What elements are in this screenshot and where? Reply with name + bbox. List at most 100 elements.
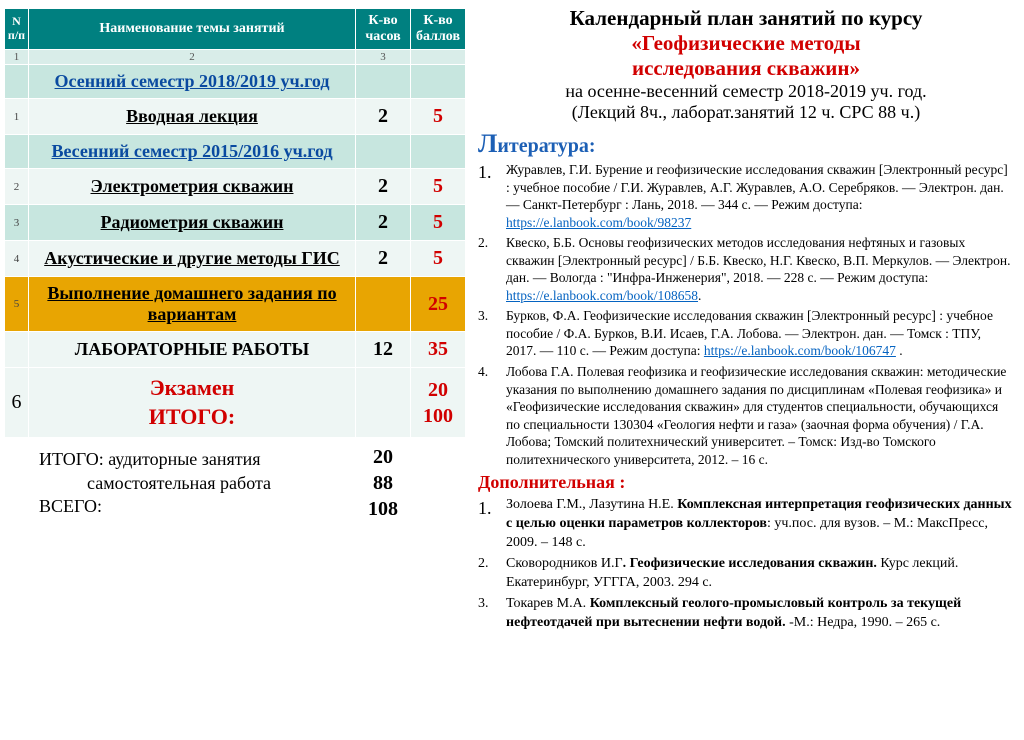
row-hours: 2	[356, 205, 411, 241]
literature-link[interactable]: https://e.lanbook.com/book/106747	[704, 343, 896, 358]
row-points	[411, 65, 466, 99]
list-index: 3.	[478, 595, 489, 614]
col-hours: К-во часов	[356, 9, 411, 50]
literature-header-rest: итература:	[497, 135, 595, 157]
additional-pre: Сковородников И.Г	[506, 556, 623, 571]
table-header: N п/п Наименование темы занятий К-во час…	[5, 9, 466, 50]
row-num: 1	[5, 99, 29, 135]
literature-item: 4. Лобова Г.А. Полевая геофизика и геофиз…	[478, 363, 1014, 468]
list-index: 1.	[478, 496, 492, 520]
table-row: 4Акустические и другие методы ГИС25	[5, 241, 466, 277]
title-line-1: Календарный план занятий по курсу	[478, 6, 1014, 31]
table-row: 2Электрометрия скважин25	[5, 169, 466, 205]
table-row: 1Вводная лекция25	[5, 99, 466, 135]
exam-row: 6ЭкзаменИТОГО: 20100	[5, 368, 466, 438]
literature-link[interactable]: https://e.lanbook.com/book/98237	[506, 215, 691, 230]
subhead-2: 2	[29, 50, 356, 65]
row-hours	[356, 65, 411, 99]
row-points: 35	[411, 332, 466, 368]
additional-pre: Золоева Г.М., Лазутина Н.Е.	[506, 497, 677, 512]
literature-list: 1. Журавлев, Г.И. Бурение и геофизические…	[478, 161, 1014, 468]
row-hours	[356, 277, 411, 332]
row-points: 5	[411, 99, 466, 135]
table-row: Осенний семестр 2018/2019 уч.год	[5, 65, 466, 99]
row-topic: Выполнение домашнего задания по варианта…	[29, 277, 356, 332]
row-points: 5	[411, 169, 466, 205]
subhead-4	[411, 50, 466, 65]
table-row: 3Радиометрия скважин25	[5, 205, 466, 241]
col-name: Наименование темы занятий	[29, 9, 356, 50]
row-topic: Электрометрия скважин	[29, 169, 356, 205]
literature-text: Журавлев, Г.И. Бурение и геофизические и…	[506, 162, 1008, 212]
row-hours: 2	[356, 241, 411, 277]
row-num	[5, 135, 29, 169]
title-block: Календарный план занятий по курсу «Геофи…	[478, 6, 1014, 123]
literature-text: Квеско, Б.Б. Основы геофизических методо…	[506, 235, 1011, 285]
table-subheader: 1 2 3	[5, 50, 466, 65]
literature-item: 2. Квеско, Б.Б. Основы геофизических мето…	[478, 234, 1014, 304]
list-index: 3.	[478, 307, 488, 325]
title-line-2a: «Геофизические методы	[478, 31, 1014, 56]
totals-label: ИТОГО: аудиторные занятиясамостоятельная…	[29, 438, 356, 529]
literature-item: 1. Журавлев, Г.И. Бурение и геофизические…	[478, 161, 1014, 231]
row-points: 20100	[411, 368, 466, 438]
info-column: Календарный план занятий по курсу «Геофи…	[470, 0, 1024, 740]
row-hours: 2	[356, 99, 411, 135]
row-points: 5	[411, 205, 466, 241]
row-num: 4	[5, 241, 29, 277]
row-num: 5	[5, 277, 29, 332]
additional-bold: . Геофизические исследования скважин.	[623, 556, 877, 571]
row-num: 3	[5, 205, 29, 241]
additional-item: 1.Золоева Г.М., Лазутина Н.Е. Комплексна…	[478, 496, 1014, 553]
row-points	[411, 438, 466, 529]
totals-row: ИТОГО: аудиторные занятиясамостоятельная…	[5, 438, 466, 529]
table-row: 5Выполнение домашнего задания по вариант…	[5, 277, 466, 332]
subhead-3: 3	[356, 50, 411, 65]
row-hours: 12	[356, 332, 411, 368]
literature-after: .	[698, 288, 701, 303]
row-topic: Вводная лекция	[29, 99, 356, 135]
literature-header: Литература:	[478, 129, 1014, 159]
row-topic: Радиометрия скважин	[29, 205, 356, 241]
row-hours	[356, 368, 411, 438]
row-topic: Акустические и другие методы ГИС	[29, 241, 356, 277]
row-num	[5, 438, 29, 529]
list-index: 4.	[478, 363, 488, 381]
row-topic: Осенний семестр 2018/2019 уч.год	[29, 65, 356, 99]
list-index: 1.	[478, 161, 492, 184]
list-index: 2.	[478, 555, 489, 574]
additional-header: Дополнительная :	[478, 472, 1014, 493]
row-num: 2	[5, 169, 29, 205]
table-body: 1 2 3 Осенний семестр 2018/2019 уч.год1В…	[5, 50, 466, 529]
additional-item: 3.Токарев М.А. Комплексный геолого-промы…	[478, 595, 1014, 633]
subhead-1: 1	[5, 50, 29, 65]
title-line-4: (Лекций 8ч., лаборат.занятий 12 ч. СРС 8…	[478, 102, 1014, 123]
literature-link[interactable]: https://e.lanbook.com/book/108658	[506, 288, 698, 303]
col-points: К-во баллов	[411, 9, 466, 50]
row-points	[411, 135, 466, 169]
additional-item: 2. Сковородников И.Г. Геофизические иссле…	[478, 555, 1014, 593]
title-line-3: на осенне-весенний семестр 2018-2019 уч.…	[478, 81, 1014, 102]
literature-item: 3.Бурков, Ф.А. Геофизические исследовани…	[478, 307, 1014, 360]
row-topic: ЛАБОРАТОРНЫЕ РАБОТЫ	[29, 332, 356, 368]
exam-label: ЭкзаменИТОГО:	[29, 368, 356, 438]
additional-list: 1.Золоева Г.М., Лазутина Н.Е. Комплексна…	[478, 496, 1014, 632]
table-row: ЛАБОРАТОРНЫЕ РАБОТЫ1235	[5, 332, 466, 368]
schedule-table: N п/п Наименование темы занятий К-во час…	[4, 8, 466, 529]
row-points: 25	[411, 277, 466, 332]
row-points: 5	[411, 241, 466, 277]
totals-values: 2088108	[356, 438, 411, 529]
row-num	[5, 332, 29, 368]
col-num: N п/п	[5, 9, 29, 50]
literature-text: Лобова Г.А. Полевая геофизика и геофизич…	[506, 364, 1006, 467]
row-num: 6	[5, 368, 29, 438]
row-topic: Весенний семестр 2015/2016 уч.год	[29, 135, 356, 169]
title-line-2b: исследования скважин»	[478, 56, 1014, 81]
table-row: Весенний семестр 2015/2016 уч.год	[5, 135, 466, 169]
row-num	[5, 65, 29, 99]
list-index: 2.	[478, 234, 488, 252]
row-hours	[356, 135, 411, 169]
additional-post: -М.: Недра, 1990. – 265 с.	[786, 615, 941, 630]
additional-pre: Токарев М.А.	[506, 596, 590, 611]
row-hours: 2	[356, 169, 411, 205]
